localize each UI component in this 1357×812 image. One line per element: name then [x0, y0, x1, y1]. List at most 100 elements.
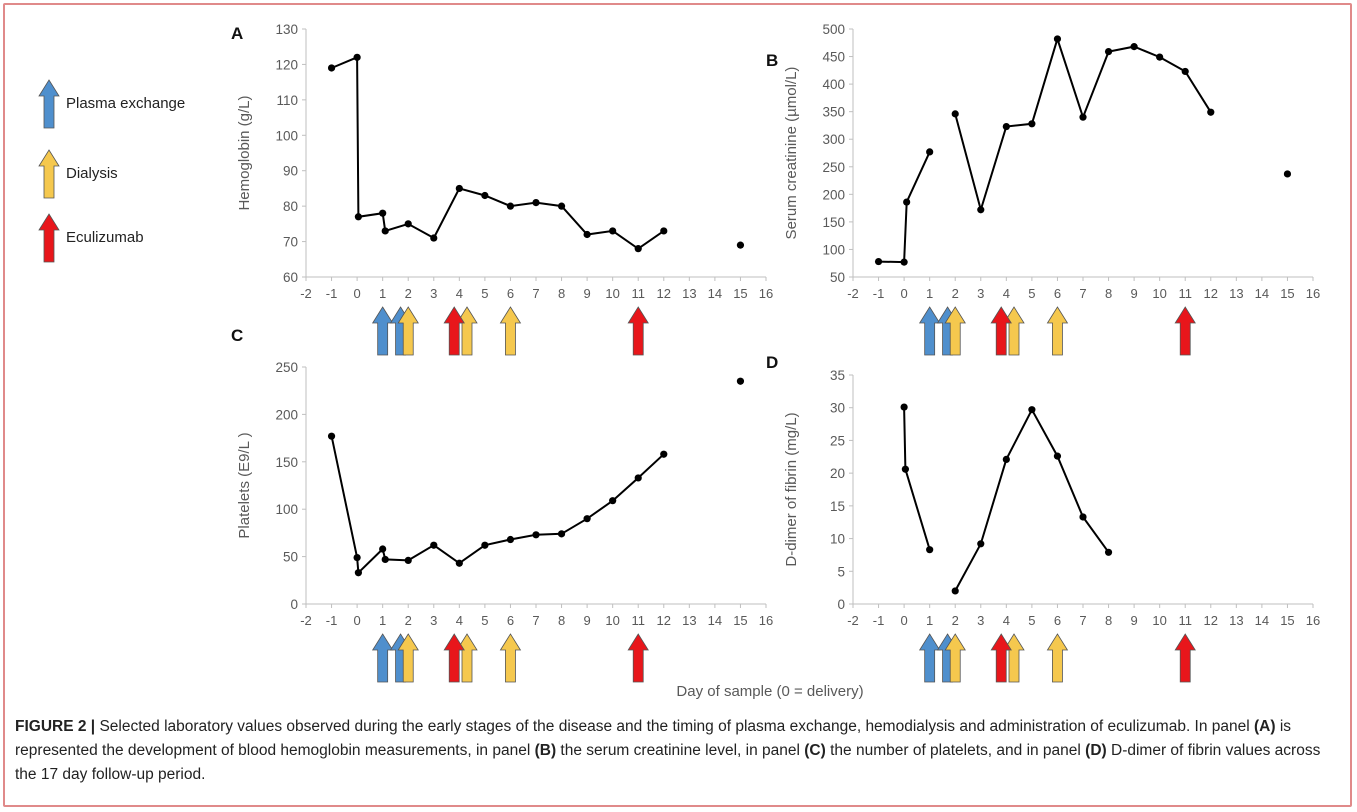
x-tick-label: 2: [952, 613, 959, 628]
x-tick-label: 6: [1054, 613, 1061, 628]
y-axis-title: Hemoglobin (g/L): [236, 95, 253, 210]
x-tick-label: 13: [1229, 613, 1243, 628]
dialysis-arrow-icon: [1003, 306, 1025, 356]
y-tick-label: 0: [837, 597, 845, 612]
data-point: [557, 530, 566, 538]
x-tick-label: 4: [456, 286, 463, 301]
data-point: [1053, 35, 1062, 43]
y-tick-label: 250: [822, 160, 845, 175]
data-point: [736, 377, 745, 385]
x-tick-label: 11: [631, 286, 645, 301]
data-point: [379, 209, 387, 217]
data-point: [634, 245, 642, 253]
data-point: [583, 230, 591, 239]
data-point: [455, 184, 463, 193]
x-tick-label: 16: [1306, 286, 1320, 301]
eculizumab-arrow-icon: [443, 633, 465, 683]
x-tick-label: 4: [1003, 286, 1010, 301]
x-tick-label: 2: [952, 286, 959, 301]
data-point: [660, 227, 668, 235]
x-tick-label: -2: [847, 286, 859, 301]
data-point: [903, 198, 911, 206]
y-tick-label: 150: [275, 455, 298, 470]
x-tick-label: 0: [353, 613, 360, 628]
data-point: [1028, 120, 1036, 128]
y-tick-label: 10: [830, 532, 845, 547]
data-point: [381, 227, 389, 235]
data-point: [609, 497, 617, 505]
data-point: [354, 213, 362, 221]
dialysis-arrow-icon: [499, 306, 522, 356]
data-point: [1156, 53, 1164, 61]
x-tick-label: 13: [682, 286, 696, 301]
legend-item: Eculizumab: [38, 213, 144, 263]
figure-frame: [3, 3, 1352, 807]
x-tick-label: 6: [1054, 286, 1061, 301]
y-tick-label: 5: [837, 564, 845, 579]
x-tick-label: 7: [1079, 613, 1086, 628]
y-tick-label: 100: [822, 242, 845, 257]
x-tick-label: 3: [430, 286, 437, 301]
y-tick-label: 60: [283, 270, 298, 285]
x-tick-label: 2: [405, 613, 412, 628]
y-tick-label: 50: [283, 550, 298, 565]
caption-part: (D): [1085, 742, 1107, 759]
data-point: [1028, 406, 1036, 414]
data-point: [736, 241, 745, 249]
x-tick-label: 10: [605, 286, 619, 301]
eculizumab-arrow-icon: [990, 633, 1012, 683]
x-tick-label: 14: [1255, 286, 1269, 301]
dialysis-arrow-icon: [499, 633, 522, 683]
x-tick-label: 16: [759, 286, 773, 301]
x-tick-label: -2: [847, 613, 859, 628]
legend-label: Plasma exchange: [66, 95, 185, 112]
x-tick-label: 8: [1105, 286, 1112, 301]
y-tick-label: 500: [822, 22, 845, 37]
x-tick-label: 12: [657, 613, 671, 628]
data-point: [926, 148, 934, 156]
x-tick-label: 12: [1204, 286, 1218, 301]
y-tick-label: 50: [830, 270, 845, 285]
x-tick-label: 14: [708, 286, 722, 301]
y-tick-label: 250: [275, 360, 298, 375]
data-point: [381, 555, 389, 564]
x-tick-label: 5: [481, 613, 488, 628]
figure-caption: FIGURE 2 | Selected laboratory values ob…: [15, 715, 1335, 787]
x-tick-label: 13: [682, 613, 696, 628]
figure-charts: Plasma exchangeDialysisEculizumabA607080…: [38, 22, 1320, 700]
x-tick-label: 14: [1255, 613, 1269, 628]
eculizumab-arrow-icon: [1174, 633, 1196, 683]
x-tick-label: 5: [1028, 613, 1035, 628]
y-tick-label: 90: [283, 164, 298, 179]
caption-part: (A): [1254, 718, 1276, 735]
blue-up-arrow-icon: [38, 79, 60, 129]
x-tick-label: 3: [430, 613, 437, 628]
x-tick-label: 11: [1178, 286, 1192, 301]
x-tick-label: 3: [977, 286, 984, 301]
x-tick-label: 9: [583, 613, 590, 628]
x-axis-title: Day of sample (0 = delivery): [676, 683, 863, 700]
x-tick-label: 8: [1105, 613, 1112, 628]
data-point: [1002, 455, 1010, 464]
data-point: [353, 53, 361, 61]
series-line: [954, 407, 1110, 592]
y-tick-label: 100: [275, 502, 298, 517]
data-point: [660, 450, 668, 458]
data-point: [430, 234, 438, 242]
x-tick-label: 15: [1280, 286, 1294, 301]
data-point: [1207, 108, 1215, 116]
treatment-arrows: [918, 306, 1196, 356]
x-tick-label: 3: [977, 613, 984, 628]
series-line: [330, 435, 665, 575]
x-tick-label: 16: [1306, 613, 1320, 628]
series-line: [903, 407, 931, 550]
x-tick-label: 12: [1204, 613, 1218, 628]
x-tick-label: 15: [733, 613, 747, 628]
yellow-up-arrow-icon: [38, 149, 60, 199]
eculizumab-arrow-icon: [1174, 306, 1196, 356]
legend-label: Eculizumab: [66, 229, 144, 246]
x-tick-label: 15: [733, 286, 747, 301]
data-point: [379, 545, 387, 553]
